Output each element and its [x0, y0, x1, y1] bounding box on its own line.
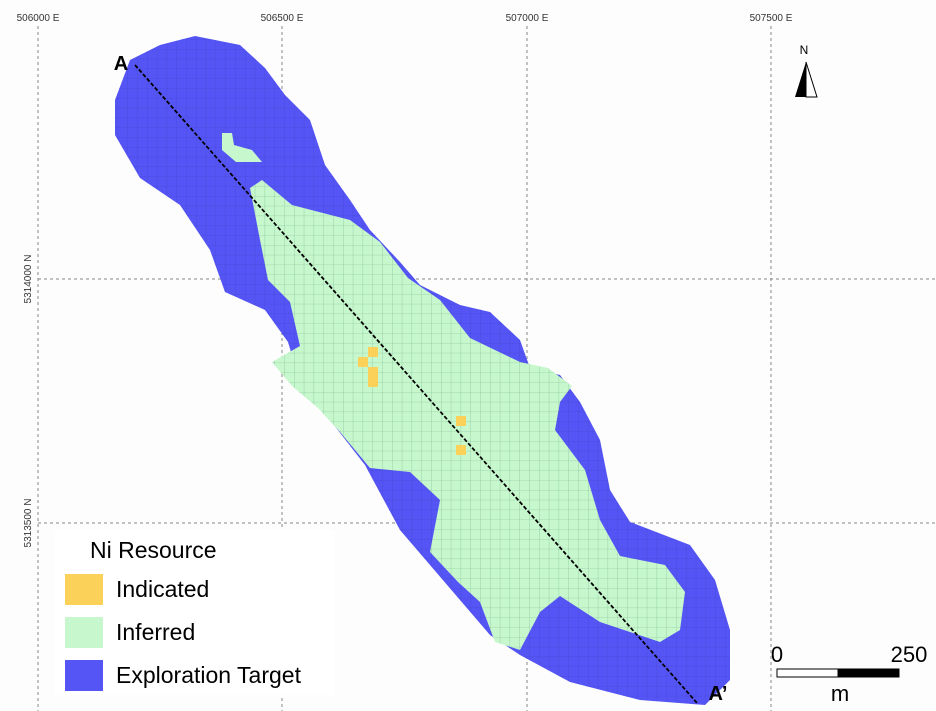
- north-label: N: [800, 43, 809, 57]
- legend: Ni Resource Indicated Inferred Explorati…: [55, 530, 335, 695]
- inferred: [222, 133, 685, 650]
- legend-item: Exploration Target: [116, 662, 302, 688]
- easting-labels: 506000 E 506500 E 507000 E 507500 E: [17, 13, 793, 24]
- scale-bar: 0 250 m: [771, 642, 927, 706]
- scale-label: 0: [771, 642, 783, 667]
- easting-label: 507000 E: [506, 13, 549, 24]
- legend-item: Indicated: [116, 576, 209, 602]
- easting-label: 506500 E: [261, 13, 304, 24]
- easting-label: 506000 E: [17, 13, 60, 24]
- northing-label: 5313500 N: [23, 499, 34, 548]
- section-start: A: [114, 53, 128, 75]
- section-line: [134, 64, 698, 704]
- section-end: A’: [709, 683, 728, 705]
- easting-label: 507500 E: [750, 13, 793, 24]
- indicated: [358, 347, 466, 455]
- legend-title: Ni Resource: [90, 537, 217, 563]
- northing-label: 5314000 N: [23, 255, 34, 304]
- legend-item: Inferred: [116, 619, 195, 645]
- north-arrow: N: [795, 43, 818, 98]
- scale-label: 250: [891, 642, 928, 667]
- scale-unit: m: [831, 681, 849, 706]
